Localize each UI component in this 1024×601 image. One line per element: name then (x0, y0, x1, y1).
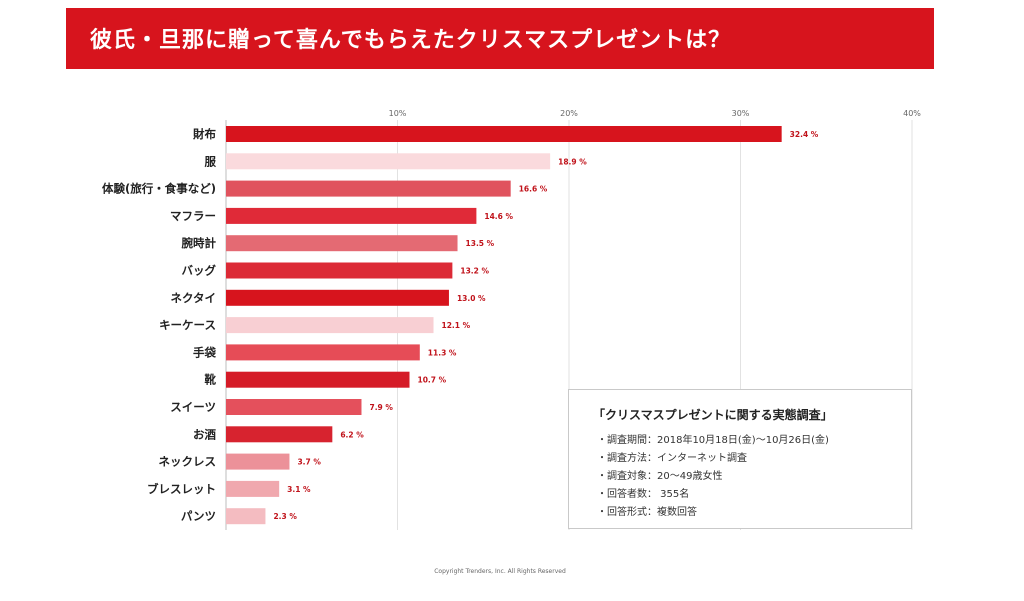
value-label: 18.9 % (558, 157, 587, 166)
value-label: 3.1 % (287, 485, 311, 494)
bar (226, 289, 449, 306)
value-label: 11.3 % (428, 348, 457, 357)
category-label: 靴 (205, 373, 217, 387)
category-label: ネクタイ (170, 291, 216, 305)
category-label: スイーツ (170, 400, 216, 414)
x-tick-label: 10% (389, 109, 407, 118)
bar (226, 207, 477, 224)
bar (226, 262, 453, 279)
survey-item-format: ・回答形式：複数回答 (597, 507, 697, 518)
bar (226, 453, 290, 470)
bar (226, 508, 266, 525)
category-label: マフラー (170, 209, 216, 223)
category-label: キーケース (159, 318, 216, 332)
value-label: 7.9 % (369, 403, 393, 412)
value-label: 2.3 % (273, 512, 297, 521)
survey-item-target: ・調査対象：20～49歳女性 (597, 471, 723, 482)
bar (226, 480, 280, 497)
bar (226, 371, 410, 388)
category-label: 体験(旅行・食事など) (102, 182, 216, 196)
survey-title: 「クリスマスプレゼントに関する実態調査」 (593, 408, 833, 422)
value-label: 3.7 % (297, 458, 321, 467)
bar (226, 180, 511, 197)
survey-list: ・調査期間：2018年10月18日(金)～10月26日(金) ・調査方法：インタ… (597, 432, 829, 522)
x-tick-label: 30% (732, 109, 750, 118)
x-tick-label: 20% (560, 109, 578, 118)
category-label: ブレスレット (147, 482, 216, 496)
survey-item-method: ・調査方法：インターネット調査 (597, 453, 747, 464)
category-label: 腕時計 (182, 236, 217, 250)
value-label: 14.6 % (484, 212, 513, 221)
value-label: 10.7 % (418, 376, 447, 385)
title-bar: 彼氏・旦那に贈って喜んでもらえたクリスマスプレゼントは？ (66, 8, 934, 69)
category-label: ネックレス (159, 455, 217, 469)
value-label: 32.4 % (790, 130, 819, 139)
category-label: パンツ (181, 509, 216, 523)
bar (226, 317, 434, 334)
category-label: バッグ (182, 264, 217, 278)
category-label: 手袋 (193, 345, 216, 359)
bar (226, 426, 333, 443)
value-label: 6.2 % (340, 430, 364, 439)
page-title: 彼氏・旦那に贈って喜んでもらえたクリスマスプレゼントは？ (90, 28, 732, 53)
value-label: 12.1 % (442, 321, 471, 330)
bar (226, 344, 420, 361)
bar (226, 235, 458, 252)
bar (226, 399, 362, 415)
value-label: 16.6 % (519, 185, 548, 194)
survey-info-box: 「クリスマスプレゼントに関する実態調査」 ・調査期間：2018年10月18日(金… (568, 389, 912, 529)
copyright-notice: Copyright Trenders, Inc. All Rights Rese… (434, 568, 566, 575)
bar (226, 126, 782, 142)
category-label: 財布 (192, 127, 216, 141)
value-label: 13.2 % (460, 267, 489, 276)
survey-item-period: ・調査期間：2018年10月18日(金)～10月26日(金) (597, 435, 829, 446)
category-label: 服 (205, 154, 217, 168)
value-label: 13.0 % (457, 294, 486, 303)
category-label: お酒 (193, 427, 216, 441)
bar (226, 153, 551, 170)
value-label: 13.5 % (466, 239, 495, 248)
x-tick-label: 40% (903, 109, 921, 118)
survey-item-respondents: ・回答者数： 355名 (597, 489, 690, 500)
